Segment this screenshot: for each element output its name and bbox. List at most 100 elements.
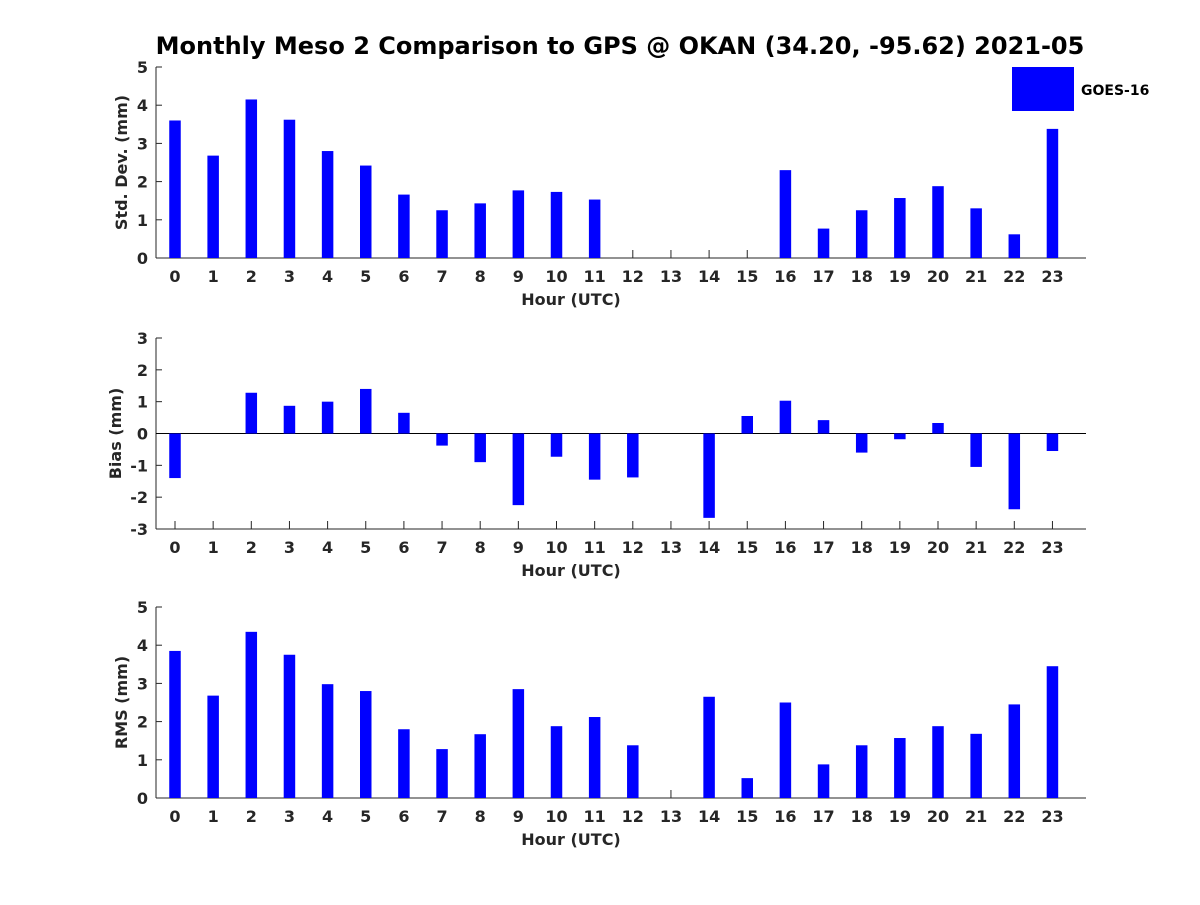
bar-hour-20 [932, 186, 944, 258]
x-tick-label: 12 [622, 538, 644, 557]
x-tick-label: 19 [889, 807, 911, 826]
y-tick-label: 0 [137, 249, 148, 268]
bar-hour-16 [779, 702, 792, 798]
y-tick-label: 2 [137, 173, 148, 192]
x-tick-label: 2 [246, 267, 257, 286]
x-tick-label: 2 [246, 807, 257, 826]
bar-hour-10 [550, 433, 563, 457]
y-tick-label: 4 [137, 636, 148, 655]
y-tick-label: 0 [137, 789, 148, 808]
x-tick-label: 16 [774, 807, 796, 826]
bar-hour-14 [703, 696, 715, 798]
bar-hour-21 [970, 208, 982, 258]
x-tick-label: 21 [965, 538, 987, 557]
x-tick-label: 6 [398, 807, 409, 826]
x-tick-label: 1 [208, 807, 219, 826]
x-tick-label: 5 [360, 267, 371, 286]
x-tick-label: 6 [398, 267, 409, 286]
bar-hour-18 [855, 210, 868, 258]
x-tick-label: 13 [660, 807, 682, 826]
y-tick-label: 2 [137, 713, 148, 732]
bar-hour-9 [512, 190, 525, 258]
bar-hour-10 [550, 726, 563, 798]
x-tick-label: 10 [545, 267, 567, 286]
bar-hour-4 [321, 401, 334, 434]
bar-hour-17 [817, 228, 830, 258]
bar-hour-20 [932, 422, 944, 434]
bar-hour-5 [360, 691, 372, 798]
x-tick-label: 22 [1003, 538, 1025, 557]
bar-hour-3 [283, 405, 296, 434]
x-tick-label: 8 [475, 538, 486, 557]
x-tick-label: 10 [545, 538, 567, 557]
y-tick-label: 2 [137, 361, 148, 380]
bar-hour-7 [436, 749, 448, 798]
x-tick-label: 23 [1041, 538, 1063, 557]
x-tick-label: 8 [475, 267, 486, 286]
x-tick-label: 20 [927, 538, 949, 557]
bar-hour-19 [894, 198, 906, 258]
bar-hour-8 [474, 734, 486, 798]
bar-hour-23 [1046, 128, 1059, 258]
y-tick-label: 1 [137, 751, 148, 770]
x-tick-label: 4 [322, 267, 333, 286]
bar-hour-8 [474, 433, 486, 463]
x-tick-label: 16 [774, 267, 796, 286]
y-axis-label: Bias (mm) [106, 388, 125, 480]
x-axis-label: Hour (UTC) [521, 561, 621, 580]
x-tick-label: 13 [660, 267, 682, 286]
bar-hour-5 [360, 388, 372, 434]
bar-hour-2 [245, 99, 258, 258]
x-tick-label: 11 [584, 538, 606, 557]
bar-hour-0 [169, 650, 181, 798]
x-tick-label: 5 [360, 807, 371, 826]
bar-hour-22 [1008, 234, 1021, 258]
bar-hour-10 [550, 191, 563, 258]
x-tick-label: 0 [169, 807, 180, 826]
x-tick-label: 20 [927, 807, 949, 826]
bar-hour-5 [360, 165, 372, 258]
x-tick-label: 22 [1003, 267, 1025, 286]
bar-hour-3 [283, 654, 296, 798]
x-tick-label: 21 [965, 807, 987, 826]
x-tick-label: 17 [812, 807, 834, 826]
x-tick-label: 23 [1041, 807, 1063, 826]
bar-hour-2 [245, 392, 258, 434]
x-tick-label: 11 [584, 267, 606, 286]
x-tick-label: 6 [398, 538, 409, 557]
x-tick-label: 19 [889, 538, 911, 557]
x-tick-label: 1 [208, 538, 219, 557]
x-tick-label: 15 [736, 538, 758, 557]
bar-hour-11 [588, 717, 601, 798]
bar-hour-6 [398, 412, 410, 434]
x-tick-label: 4 [322, 807, 333, 826]
bar-hour-20 [932, 726, 944, 798]
x-tick-label: 0 [169, 538, 180, 557]
legend-swatch [1012, 67, 1074, 111]
x-tick-label: 5 [360, 538, 371, 557]
x-tick-label: 18 [851, 807, 873, 826]
x-tick-label: 21 [965, 267, 987, 286]
bar-hour-19 [894, 738, 906, 798]
x-tick-label: 9 [513, 807, 524, 826]
y-axis-label: RMS (mm) [112, 656, 131, 749]
x-tick-label: 18 [851, 267, 873, 286]
bar-hour-17 [817, 420, 830, 434]
x-tick-label: 12 [622, 807, 644, 826]
legend-label: GOES-16 [1081, 83, 1149, 99]
bar-hour-22 [1008, 704, 1021, 798]
x-tick-label: 17 [812, 538, 834, 557]
x-tick-label: 14 [698, 807, 720, 826]
x-tick-label: 13 [660, 538, 682, 557]
x-tick-label: 4 [322, 538, 333, 557]
x-tick-label: 8 [475, 807, 486, 826]
bar-hour-0 [169, 433, 181, 479]
bar-hour-6 [398, 194, 410, 258]
bar-hour-15 [741, 778, 753, 798]
bar-hour-11 [588, 433, 601, 480]
y-tick-label: 3 [137, 134, 148, 153]
y-tick-label: 3 [137, 674, 148, 693]
x-tick-label: 22 [1003, 807, 1025, 826]
